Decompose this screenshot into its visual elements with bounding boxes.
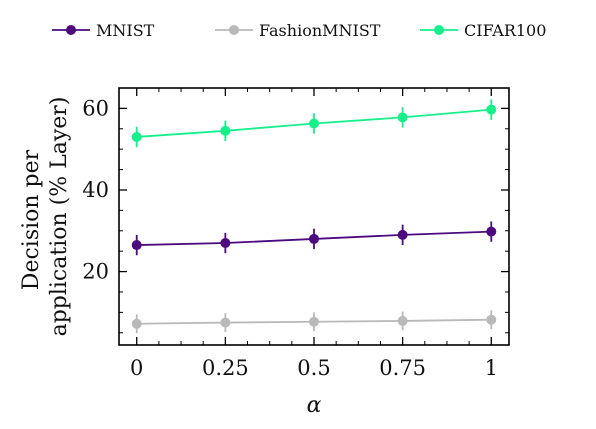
legend-marker bbox=[434, 25, 444, 35]
y-axis-label-line-2: application (% Layer) bbox=[47, 97, 72, 337]
y-tick-label: 20 bbox=[82, 260, 109, 284]
legend-marker bbox=[66, 25, 76, 35]
x-tick-label: 0.25 bbox=[202, 356, 249, 380]
legend-item-mnist: MNIST bbox=[52, 21, 155, 40]
y-axis-label: Decision per application (% Layer) bbox=[19, 97, 72, 337]
data-point bbox=[131, 318, 142, 329]
data-point bbox=[309, 233, 319, 244]
series-cifar100 bbox=[131, 99, 497, 148]
data-point bbox=[486, 226, 497, 237]
series-mnist bbox=[131, 221, 497, 256]
data-point bbox=[397, 229, 408, 240]
data-point bbox=[309, 118, 319, 129]
data-point bbox=[220, 125, 231, 136]
x-tick-label: 0 bbox=[130, 356, 143, 380]
data-point bbox=[486, 104, 497, 115]
y-axis-label-line-1: Decision per bbox=[19, 149, 44, 290]
y-tick-label: 40 bbox=[82, 178, 109, 202]
data-point bbox=[220, 317, 231, 328]
x-tick-label: 1 bbox=[485, 356, 498, 380]
series-fashionmnist bbox=[131, 310, 497, 334]
legend-label: MNIST bbox=[96, 21, 155, 40]
legend-item-fashionmnist: FashionMNIST bbox=[215, 21, 381, 40]
legend-item-cifar100: CIFAR100 bbox=[420, 21, 546, 40]
data-point bbox=[309, 316, 319, 327]
x-tick-label: 0.75 bbox=[379, 356, 426, 380]
legend-label: CIFAR100 bbox=[464, 21, 546, 40]
data-point bbox=[131, 240, 142, 251]
legend-marker bbox=[229, 25, 239, 35]
tick-labels: 0 0.25 0.5 0.75 1 20 40 60 bbox=[82, 96, 498, 380]
x-tick-label: 0.5 bbox=[297, 356, 330, 380]
y-tick-label: 60 bbox=[82, 96, 109, 120]
data-point bbox=[486, 314, 497, 325]
plot-area bbox=[118, 87, 510, 346]
legend-label: FashionMNIST bbox=[259, 21, 381, 40]
data-point bbox=[131, 131, 142, 142]
x-axis-label: α bbox=[307, 393, 322, 418]
data-point bbox=[397, 315, 408, 326]
data-point bbox=[397, 112, 408, 123]
legend: MNIST FashionMNIST CIFAR100 bbox=[52, 21, 546, 40]
series-layer bbox=[131, 99, 497, 334]
data-point bbox=[220, 238, 231, 249]
axis-ticks bbox=[119, 87, 509, 345]
